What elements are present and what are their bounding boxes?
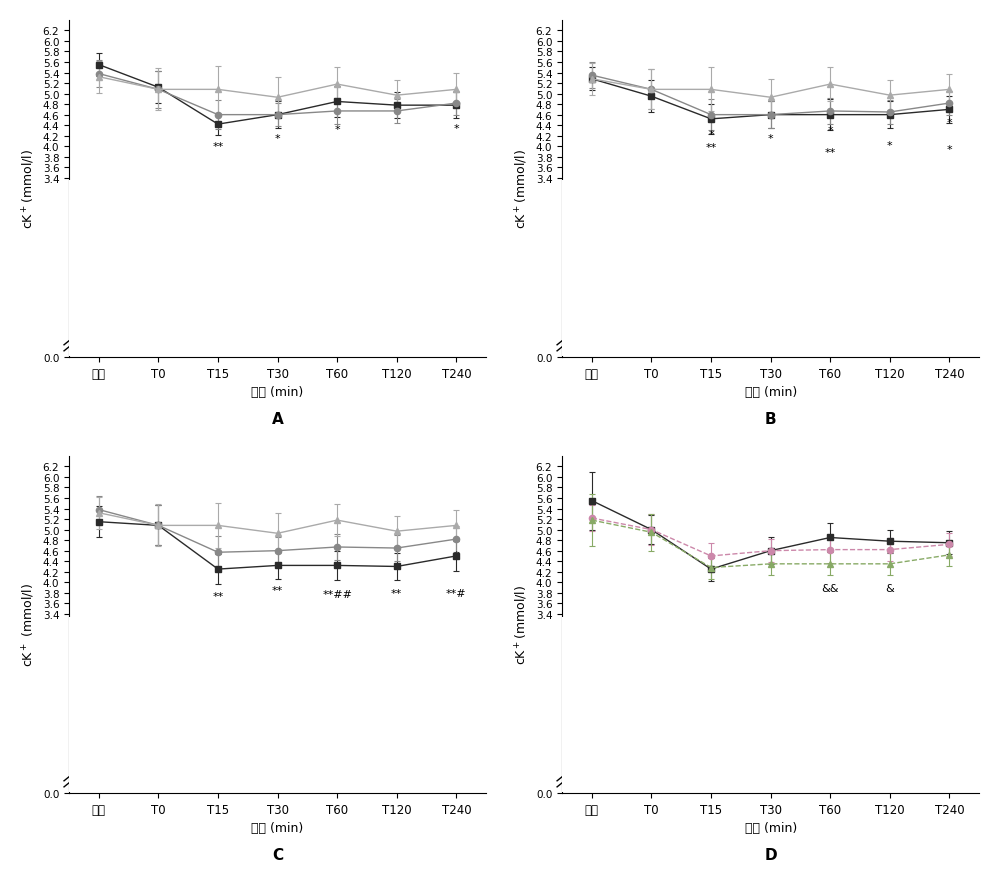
Text: **: ** (212, 592, 224, 601)
Text: **##: **## (322, 589, 352, 599)
Bar (69, 181, 486, 357)
X-axis label: 时间 (min): 时间 (min) (251, 821, 304, 834)
X-axis label: 时间 (min): 时间 (min) (251, 385, 304, 399)
Legend: SP$_1$, SP$_2$, SP$_3$: SP$_1$, SP$_2$, SP$_3$ (911, 726, 974, 788)
Text: *: * (215, 567, 221, 577)
Text: D: D (764, 847, 777, 862)
Text: &: & (885, 584, 894, 594)
Y-axis label: cK$^+$(mmol/l): cK$^+$(mmol/l) (514, 585, 530, 665)
Text: **#: **# (446, 588, 467, 598)
Text: **: ** (212, 142, 224, 152)
Text: *: * (887, 140, 893, 151)
Text: *: * (827, 126, 833, 136)
Text: *: * (768, 134, 773, 144)
Text: B: B (765, 412, 776, 427)
Text: &&: && (821, 584, 839, 594)
X-axis label: 时间 (min): 时间 (min) (745, 385, 797, 399)
Legend: SP$_1$, SB, NS: SP$_1$, SB, NS (418, 298, 481, 352)
Text: *: * (947, 145, 952, 155)
Legend: SP$_3$, SB, NS: SP$_3$, SB, NS (418, 733, 481, 788)
Text: **: ** (272, 586, 283, 595)
Text: *: * (275, 134, 280, 144)
Legend: SP$_2$, SB, NS: SP$_2$, SB, NS (911, 298, 974, 352)
X-axis label: 时间 (min): 时间 (min) (745, 821, 797, 834)
Text: *: * (334, 125, 340, 134)
Text: *: * (947, 119, 952, 128)
Text: *: * (708, 130, 714, 140)
Y-axis label: cK$^+$(mmol/l): cK$^+$(mmol/l) (514, 149, 530, 229)
Bar (562, 617, 979, 793)
Text: **: ** (705, 143, 717, 153)
Text: C: C (272, 847, 283, 862)
Text: *: * (454, 124, 459, 133)
Text: *: * (454, 550, 459, 560)
Y-axis label: cK$^+$ (mmol/l): cK$^+$ (mmol/l) (21, 583, 37, 666)
Bar (562, 181, 979, 357)
Text: **: ** (825, 148, 836, 158)
Text: A: A (272, 412, 283, 427)
Y-axis label: cK$^+$(mmol/l): cK$^+$(mmol/l) (21, 149, 37, 229)
Bar (69, 617, 486, 793)
Text: **: ** (391, 588, 402, 598)
